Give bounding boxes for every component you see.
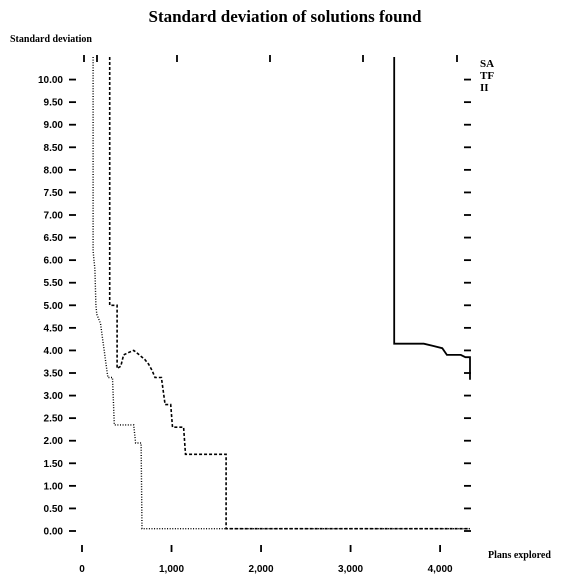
y-tick-label: 1.50: [44, 459, 64, 470]
axis-ticks: 0.00 0.50 1.00 1.50 2.00 2.50 3.00 3.50 4.00 4.50…: [38, 55, 471, 574]
y-tick-label: 4.00: [44, 346, 64, 357]
x-tick-label: 4,000: [428, 564, 453, 574]
y-tick-label: 7.50: [44, 188, 64, 199]
y-tick-label: 10.00: [38, 75, 63, 86]
y-tick-label: 0.50: [44, 504, 64, 515]
y-tick-label: 1.00: [44, 481, 64, 492]
y-tick-label: 6.00: [44, 256, 64, 267]
y-tick-label: 7.00: [44, 211, 64, 222]
x-axis-label: Plans explored: [488, 550, 551, 561]
y-tick-label: 5.00: [44, 301, 64, 312]
y-tick-label: 6.50: [44, 233, 64, 244]
series-line-sa: [393, 57, 471, 380]
x-tick-label: 3,000: [338, 564, 363, 574]
x-tick-label: 2,000: [249, 564, 274, 574]
y-tick-label: 3.50: [44, 369, 64, 380]
legend-entry-ii: II: [480, 82, 489, 94]
y-tick-label: 8.00: [44, 165, 64, 176]
y-tick-label: 0.00: [44, 527, 64, 538]
y-tick-label: 9.00: [44, 120, 64, 131]
y-axis-label: Standard deviation: [10, 34, 92, 45]
y-tick-label: 3.00: [44, 391, 64, 402]
series-line-tf: [108, 57, 470, 530]
y-tick-label: 2.50: [44, 414, 64, 425]
x-tick-label: 1,000: [159, 564, 184, 574]
legend-entry-tf: TF: [480, 70, 494, 82]
x-tick-label: 0: [79, 564, 85, 574]
series-line-ii: [92, 57, 470, 530]
y-tick-label: 2.00: [44, 436, 64, 447]
y-tick-label: 9.50: [44, 98, 64, 109]
y-tick-label: 5.50: [44, 278, 64, 289]
y-tick-label: 4.50: [44, 323, 64, 334]
y-tick-label: 8.50: [44, 143, 64, 154]
series-group: [92, 57, 471, 530]
chart-title: Standard deviation of solutions found: [148, 7, 422, 26]
legend-entry-sa: SA: [480, 58, 494, 70]
